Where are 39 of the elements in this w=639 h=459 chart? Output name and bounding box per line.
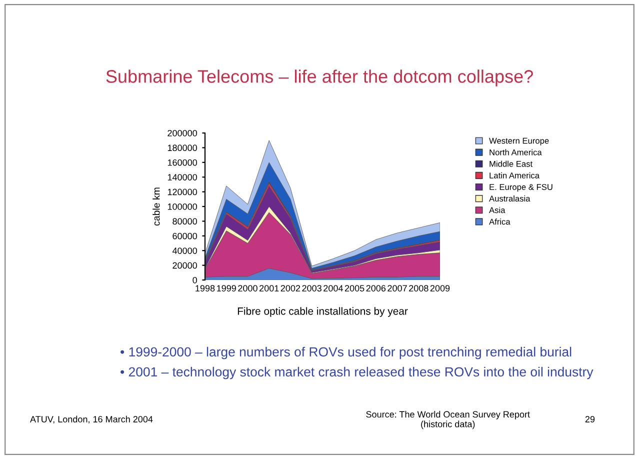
- x-tick-label: 2009: [430, 285, 450, 292]
- legend-label: North America: [490, 149, 542, 156]
- y-tick-label: 120000: [168, 188, 198, 196]
- legend-label: Western Europe: [489, 138, 549, 146]
- x-tick-label: 1998: [196, 285, 215, 292]
- y-tick-label: 100000: [168, 203, 198, 210]
- y-tick-label: 140000: [168, 174, 198, 180]
- x-tick-label: 2006: [366, 285, 386, 292]
- x-tick-label: 2004: [324, 285, 343, 292]
- chart-title: Submarine Telecoms – life after the dotcom collapse?: [106, 70, 533, 86]
- text: • 2001 – technology stock market crash released these ROVs into the oil industry: [120, 366, 594, 380]
- x-tick-label: 2007: [388, 285, 407, 292]
- x-tick-label: 2000: [238, 285, 258, 292]
- y-tick-label: 0: [192, 276, 198, 284]
- legend-label: Asia: [489, 206, 506, 214]
- x-tick-label: 2008: [409, 285, 428, 292]
- y-axis-title: cable km: [152, 188, 160, 226]
- y-tick-label: 60000: [172, 232, 198, 240]
- x-tick-label: 1999: [217, 285, 236, 292]
- y-tick-label: 180000: [168, 144, 198, 152]
- legend-label: Latin America: [490, 172, 540, 178]
- legend-label: E. Europe & FSU: [490, 184, 552, 192]
- x-tick-label: 2003: [302, 285, 322, 292]
- text: • 1999-2000 – large numbers of ROVs used for post trenching remedial burial: [120, 346, 572, 360]
- text: 29: [585, 416, 595, 422]
- y-tick-label: 80000: [172, 218, 198, 225]
- legend-label: Middle East: [490, 160, 533, 167]
- text: ATUV, London, 16 March 2004: [30, 416, 153, 424]
- x-axis-title: Fibre optic cable installations by year: [238, 307, 408, 317]
- x-tick-label: 2005: [344, 285, 364, 292]
- x-tick-label: 2001: [260, 285, 279, 292]
- y-tick-label: 20000: [172, 262, 198, 269]
- y-tick-label: 40000: [172, 248, 198, 254]
- x-tick-label: 2002: [280, 285, 300, 292]
- source-note: Source: The World Ocean Survey Report (historic data): [366, 410, 530, 430]
- legend-label: Africa: [489, 218, 510, 225]
- legend-label: Australasia: [489, 195, 530, 202]
- y-tick-label: 160000: [168, 159, 198, 166]
- y-tick-label: 200000: [168, 130, 198, 136]
